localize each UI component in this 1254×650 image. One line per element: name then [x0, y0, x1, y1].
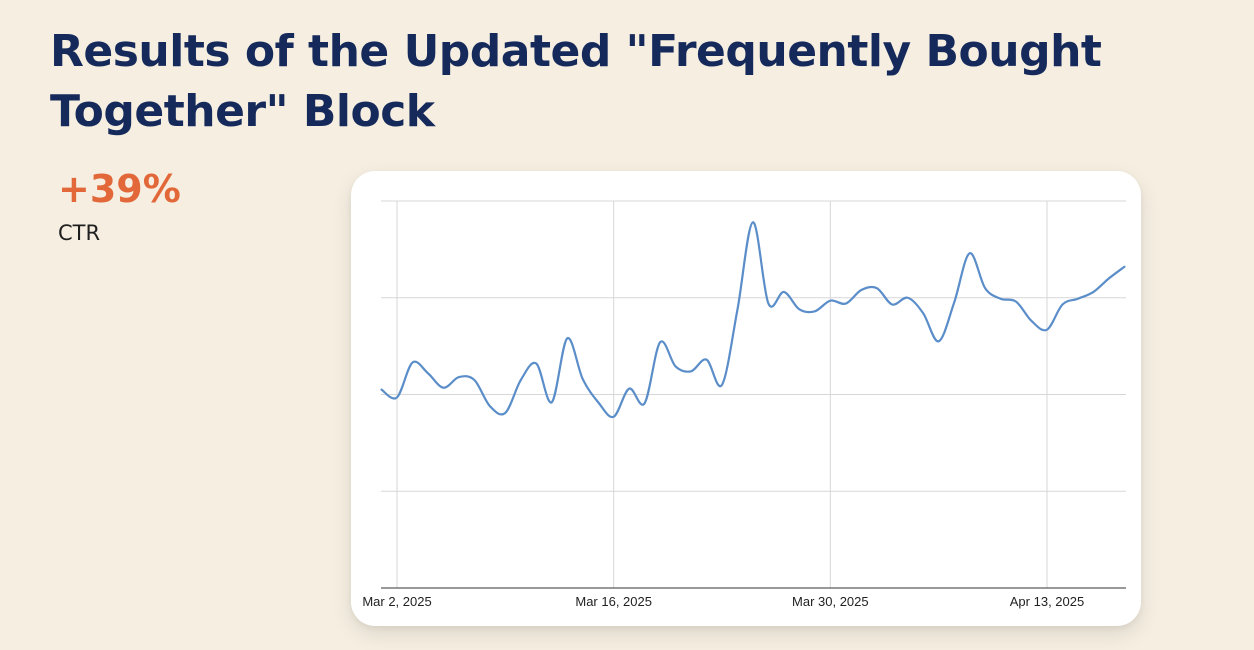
x-tick-label: Mar 16, 2025 — [575, 594, 652, 609]
vertical-gridlines — [396, 201, 1048, 588]
ctr-series-line — [380, 221, 1126, 419]
x-tick-label: Mar 2, 2025 — [362, 594, 431, 609]
x-tick-label: Apr 13, 2025 — [1010, 594, 1084, 609]
page-title: Results of the Updated "Frequently Bough… — [50, 26, 1102, 137]
horizontal-gridlines — [381, 200, 1126, 492]
ctr-stat: +39% CTR — [58, 166, 278, 246]
ctr-line-chart: Mar 2, 2025 Mar 16, 2025 Mar 30, 2025 Ap… — [362, 200, 1126, 609]
ctr-label: CTR — [58, 221, 101, 245]
x-tick-label: Mar 30, 2025 — [792, 594, 869, 609]
x-axis-tick-labels: Mar 2, 2025 Mar 16, 2025 Mar 30, 2025 Ap… — [362, 594, 1084, 609]
ctr-increase-value: +39% — [58, 167, 181, 211]
chart-card: Mar 2, 2025 Mar 16, 2025 Mar 30, 2025 Ap… — [351, 171, 1141, 626]
